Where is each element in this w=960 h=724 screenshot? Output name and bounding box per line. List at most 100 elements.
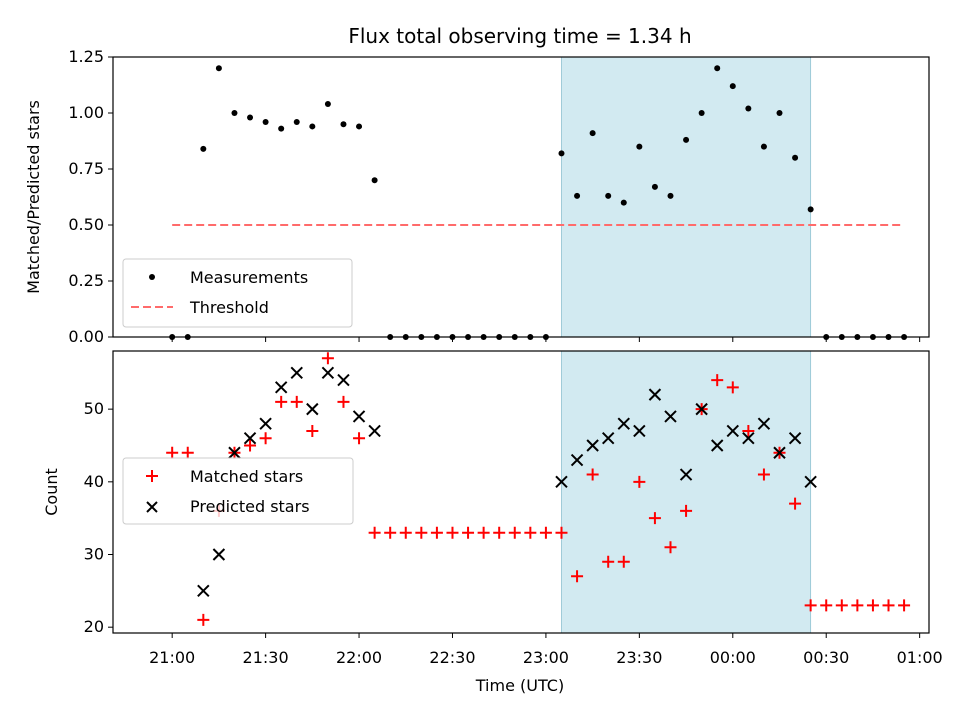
matched-star-point (493, 526, 506, 539)
predicted-star-point (306, 402, 319, 416)
top-y-tick-label: 0.25 (68, 271, 104, 290)
bottom-shaded-region (561, 350, 812, 634)
measurement-point (247, 114, 254, 121)
predicted-star-point (243, 432, 257, 445)
bottom-axis-ticks: 20 30 40 50 (84, 399, 921, 638)
measurement-point (683, 136, 690, 143)
matched-star-point (571, 570, 584, 583)
matched-star-point (866, 599, 879, 612)
matched-star-point (789, 497, 802, 510)
matched-star-point (275, 395, 288, 408)
predicted-star-point (555, 475, 568, 489)
legend-measurements-label: Measurements (190, 268, 308, 287)
predicted-star-point (368, 424, 381, 438)
legend-measurements-marker (149, 274, 155, 280)
x-tick-label: 22:30 (429, 648, 475, 667)
x-tick-label: 23:30 (616, 648, 662, 667)
measurement-point (807, 206, 814, 213)
top-y-tick-label: 1.25 (68, 47, 104, 66)
x-tick-label: 21:00 (149, 648, 195, 667)
matched-star-point (462, 526, 475, 539)
matched-star-point (353, 432, 366, 445)
top-y-tick-label: 1.00 (68, 103, 104, 122)
bottom-legend-box (122, 457, 354, 525)
measurement-point (293, 118, 300, 125)
top-y-tick-label: 0.75 (68, 159, 104, 178)
predicted-star-point (633, 424, 646, 438)
matched-star-point (757, 468, 770, 481)
legend-threshold-label: Threshold (189, 298, 269, 317)
chart-title: Flux total observing time = 1.34 h (348, 24, 691, 48)
matched-star-point (648, 512, 661, 525)
matched-star-point (742, 424, 755, 437)
measurement-point (200, 145, 207, 152)
measurement-point (698, 110, 705, 116)
predicted-star-point (337, 373, 350, 387)
matched-star-point (166, 446, 179, 459)
measurement-point (792, 154, 799, 161)
measurement-point (574, 192, 581, 199)
measurement-point (278, 125, 285, 132)
measurement-point (558, 150, 565, 157)
bottom-y-tick-label: 50 (84, 399, 104, 418)
measurement-point (605, 192, 612, 199)
top-legend: Measurements Threshold (122, 258, 353, 328)
measurement-point (231, 110, 238, 116)
predicted-star-point (788, 432, 802, 445)
measurement-point (636, 143, 643, 150)
top-panel: 0.00 0.25 0.50 0.75 1.00 1.25 Matched/Predict… (24, 47, 930, 346)
bottom-y-tick-label: 30 (84, 545, 104, 564)
matched-star-point (446, 526, 459, 539)
predicted-star-point (290, 366, 303, 380)
x-axis-label: Time (UTC) (475, 676, 564, 695)
matched-star-point (680, 504, 693, 517)
matched-star-point (851, 599, 864, 612)
predicted-star-point (711, 439, 724, 452)
predicted-star-point (664, 410, 677, 423)
matched-star-point (337, 395, 350, 408)
top-shaded-region (561, 56, 812, 338)
predicted-star-point (601, 432, 615, 445)
measurement-point (262, 118, 269, 125)
matched-star-point (181, 446, 194, 459)
predicted-star-point (742, 432, 755, 445)
matched-star-point (804, 599, 817, 612)
predicted-star-point (773, 446, 786, 459)
measurement-point (215, 65, 222, 72)
matched-star-point (384, 526, 397, 539)
bottom-plot-frame (112, 350, 930, 634)
matched-star-point (259, 432, 272, 445)
matched-star-point (539, 526, 552, 539)
predicted-star-point (617, 417, 630, 430)
matched-star-point (664, 541, 677, 554)
matched-star-point (555, 526, 568, 539)
measurement-point (729, 83, 736, 90)
measurement-point (371, 177, 378, 184)
matched-star-point (430, 526, 443, 539)
matched-star-point (399, 526, 412, 539)
predicted-star-point (726, 424, 739, 438)
matched-star-point (290, 395, 303, 408)
matched-star-point (415, 526, 428, 539)
bottom-legend: Matched stars Predicted stars (122, 457, 354, 525)
matched-star-point (617, 555, 630, 568)
measurement-point (589, 130, 596, 137)
measurement-point (356, 123, 363, 130)
legend-predicted-label: Predicted stars (190, 497, 310, 516)
predicted-star-point (679, 468, 693, 481)
matched-star-point (711, 374, 724, 387)
predicted-star-point (757, 417, 771, 430)
legend-matched-marker (146, 470, 158, 482)
matched-star-point (306, 424, 319, 437)
matched-star-point (477, 526, 490, 539)
matched-star-point (508, 526, 521, 539)
matched-star-point (244, 439, 257, 452)
matched-star-point (197, 613, 210, 626)
bottom-y-axis-label: Count (42, 468, 61, 516)
matched-star-point (898, 599, 911, 612)
predicted-star-point (212, 548, 226, 561)
top-plot-frame (112, 56, 930, 338)
x-tick-labels: 21:00 21:30 22:00 22:30 23:00 23:30 00:00 00:30… (149, 648, 943, 667)
measurement-point (667, 192, 674, 199)
legend-predicted-marker (146, 501, 158, 513)
